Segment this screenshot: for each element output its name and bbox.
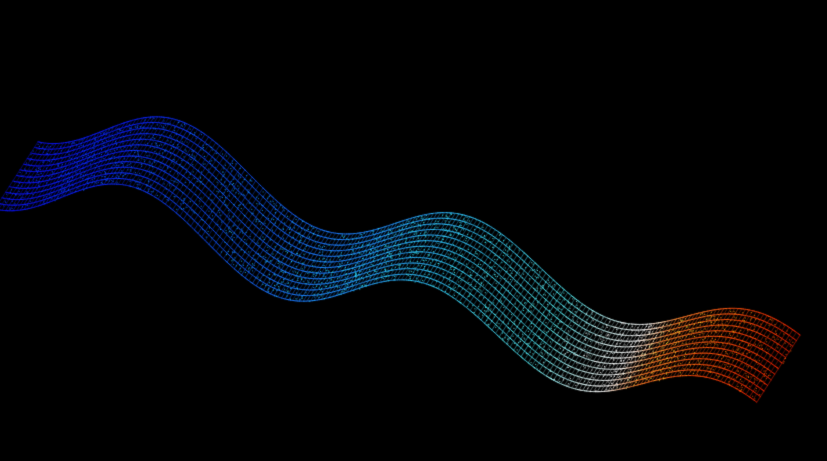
plot-figure: 3D wireframe ribbon of a sine wave surfa…	[0, 0, 827, 461]
wireframe-surface-plot	[0, 0, 827, 461]
